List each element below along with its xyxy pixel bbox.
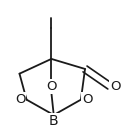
Text: O: O [15, 93, 25, 106]
Text: O: O [46, 80, 57, 93]
Text: O: O [82, 93, 93, 106]
Text: O: O [110, 80, 120, 93]
Text: B: B [49, 114, 59, 128]
